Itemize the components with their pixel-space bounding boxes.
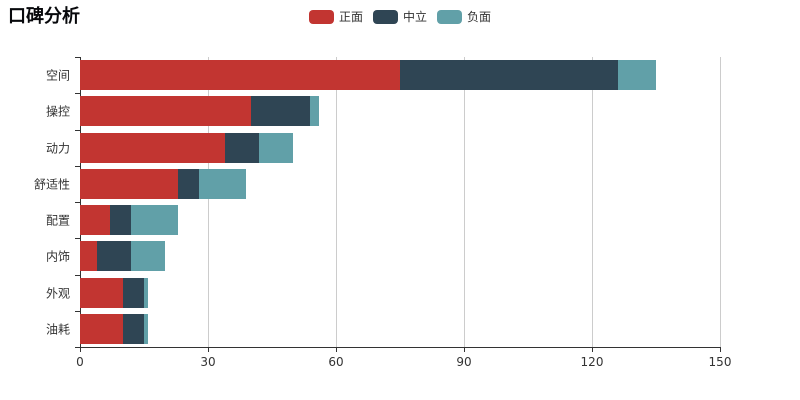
x-tick — [336, 347, 337, 352]
y-axis-label: 操控 — [45, 104, 70, 119]
bar-segment-中立[interactable] — [109, 205, 132, 236]
bar-segment-正面[interactable] — [80, 168, 179, 199]
legend-marker-positive — [308, 9, 334, 24]
y-tick — [75, 165, 80, 167]
gridline — [336, 57, 337, 347]
bar-segment-正面[interactable] — [80, 205, 110, 236]
bar-segment-负面[interactable] — [131, 241, 166, 272]
bar-segment-负面[interactable] — [617, 60, 656, 91]
y-tick — [75, 93, 80, 95]
bar-segment-中立[interactable] — [97, 241, 132, 272]
y-tick — [75, 274, 80, 276]
chart-title: 口碑分析 — [8, 6, 80, 27]
bar-segment-中立[interactable] — [122, 277, 144, 308]
x-tick-label: 0 — [76, 355, 84, 369]
y-tick — [75, 238, 80, 240]
y-tick — [75, 310, 80, 312]
gridline — [208, 57, 209, 347]
bar-segment-中立[interactable] — [250, 96, 311, 127]
y-axis-label: 配置 — [45, 213, 70, 228]
gridline — [720, 57, 721, 347]
legend-label: 正面 — [338, 10, 363, 24]
x-tick — [208, 347, 209, 352]
legend-item-negative[interactable]: 负面 — [437, 8, 491, 25]
bar-segment-负面[interactable] — [144, 277, 149, 308]
bar-segment-正面[interactable] — [80, 241, 98, 272]
x-tick — [464, 347, 465, 352]
y-tick — [75, 347, 80, 348]
y-tick — [75, 202, 80, 203]
bar-segment-负面[interactable] — [259, 132, 294, 163]
x-tick-label: 120 — [580, 355, 604, 369]
bar-segment-正面[interactable] — [80, 60, 400, 91]
bar-segment-负面[interactable] — [199, 168, 247, 199]
legend-item-neutral[interactable]: 中立 — [372, 8, 427, 25]
y-axis-label: 空间 — [45, 68, 70, 83]
y-tick — [75, 129, 80, 131]
x-tick-label: 30 — [200, 355, 216, 369]
legend-item-positive[interactable]: 正面 — [308, 8, 363, 25]
x-tick-label: 90 — [456, 355, 472, 369]
y-axis-label: 油耗 — [45, 322, 70, 337]
x-tick — [720, 347, 721, 352]
legend-marker-neutral — [372, 9, 398, 24]
gridline — [592, 57, 593, 347]
bar-segment-中立[interactable] — [400, 60, 618, 91]
y-axis-line — [80, 57, 81, 348]
legend: 正面 中立 负面 — [0, 8, 800, 25]
legend-label: 负面 — [467, 10, 492, 24]
y-tick — [75, 57, 80, 58]
y-axis-label: 内饰 — [45, 249, 70, 264]
legend-label: 中立 — [402, 10, 427, 24]
y-axis-label: 外观 — [45, 286, 70, 301]
legend-marker-negative — [437, 9, 462, 24]
bar-segment-中立[interactable] — [178, 168, 200, 199]
bar-segment-负面[interactable] — [144, 313, 149, 344]
gridline — [464, 57, 465, 347]
y-axis-label: 动力 — [45, 141, 70, 156]
bar-segment-正面[interactable] — [80, 132, 226, 163]
bar-segment-负面[interactable] — [131, 205, 179, 236]
bar-segment-正面[interactable] — [80, 277, 123, 308]
bar-segment-正面[interactable] — [80, 96, 251, 127]
x-axis-line — [80, 347, 720, 348]
bar-segment-负面[interactable] — [310, 96, 319, 127]
y-axis-label: 舒适性 — [33, 177, 70, 192]
bar-segment-中立[interactable] — [122, 313, 144, 344]
x-tick-label: 150 — [708, 355, 732, 369]
bar-segment-中立[interactable] — [225, 132, 260, 163]
x-tick — [80, 347, 81, 352]
bar-segment-正面[interactable] — [80, 313, 123, 344]
x-tick — [592, 347, 593, 352]
x-tick-label: 60 — [328, 355, 344, 369]
